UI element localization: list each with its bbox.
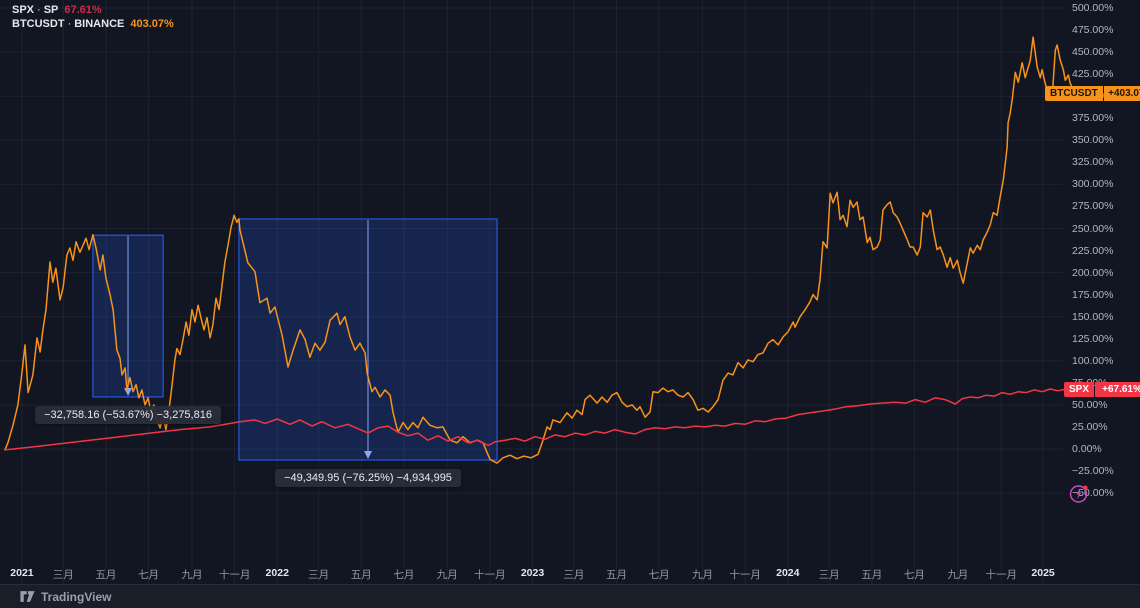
tradingview-logo — [20, 591, 35, 602]
measure-arrow-head — [363, 451, 372, 460]
price-axis-label: 475.00% — [1072, 24, 1114, 37]
price-axis-label: 250.00% — [1072, 222, 1114, 235]
brand-name: TradingView — [41, 589, 112, 604]
time-axis-month-label: 五月 — [861, 569, 883, 581]
price-axis-label: 450.00% — [1072, 46, 1114, 59]
price-axis-label: 100.00% — [1072, 354, 1114, 367]
price-axis[interactable]: 500.00%475.00%450.00%425.00%400.00%375.0… — [1063, 0, 1140, 585]
tradingview-brand-link[interactable]: TradingView — [20, 590, 111, 604]
price-axis-label: 50.00% — [1072, 398, 1108, 411]
legend-row-spx[interactable]: SPX · SP 67.61% — [12, 3, 174, 17]
measure-label-2021-drawdown: −32,758.16 (−53.67%) −3,275,816 — [35, 405, 221, 424]
price-axis-label: 200.00% — [1072, 266, 1114, 279]
price-axis-label: 225.00% — [1072, 244, 1114, 257]
price-axis-label: 275.00% — [1072, 200, 1114, 213]
price-axis-label: 300.00% — [1072, 178, 1114, 191]
time-axis-month-label: 十一月 — [985, 569, 1017, 581]
price-axis-label: −25.00% — [1072, 465, 1114, 478]
time-axis-month-label: 七月 — [138, 569, 160, 581]
chart-legend: SPX · SP 67.61% BTCUSDT · BINANCE 403.07% — [12, 3, 174, 31]
time-axis-month-label: 五月 — [350, 569, 372, 581]
price-axis-label: 0.00% — [1072, 443, 1102, 455]
price-axis-label: 125.00% — [1072, 332, 1114, 345]
time-axis-month-label: 三月 — [308, 569, 330, 581]
time-axis-year-label: 2024 — [776, 567, 800, 579]
legend-row-btcusdt[interactable]: BTCUSDT · BINANCE 403.07% — [12, 17, 174, 31]
legend-exchange: SP — [43, 4, 59, 16]
time-axis-month-label: 九月 — [692, 569, 714, 581]
measure-tool-1[interactable] — [92, 234, 164, 398]
price-label-symbol: SPX — [1064, 381, 1095, 397]
time-axis-month-label: 五月 — [95, 569, 117, 581]
price-axis-label: −50.00% — [1072, 487, 1114, 500]
price-axis-label: 175.00% — [1072, 288, 1114, 301]
time-axis-month-label: 九月 — [947, 569, 969, 581]
grid-lines — [0, 0, 1063, 585]
time-axis-month-label: 五月 — [606, 569, 627, 581]
measure-label-2022-drawdown: −49,349.95 (−76.25%) −4,934,995 — [275, 469, 461, 488]
time-axis-year-label: 2021 — [10, 567, 34, 579]
legend-symbol: BTCUSDT — [12, 18, 65, 30]
time-axis[interactable]: 2021 三月 五月 七月 九月 十一月 2022 三月 五月 七月 九月 十一月 2023 三月 五月 七月… — [0, 560, 1140, 584]
lightning-glyph — [1076, 488, 1082, 500]
time-axis-month-label: 九月 — [181, 569, 203, 581]
price-label-btcusdt[interactable]: BTCUSDT +403.07% — [1045, 85, 1140, 101]
measure-arrow-head — [124, 387, 133, 396]
legend-value: 403.07% — [130, 18, 174, 30]
time-axis-month-label: 三月 — [818, 569, 840, 581]
time-axis-month-label: 七月 — [393, 569, 415, 581]
series-line-spx — [4, 387, 1077, 451]
price-label-symbol: BTCUSDT — [1045, 85, 1103, 101]
price-label-value: +403.07% — [1103, 85, 1140, 101]
price-axis-label: 425.00% — [1072, 68, 1114, 81]
time-axis-year-label: 2022 — [265, 567, 289, 579]
series-line-btcusdt — [4, 36, 1073, 464]
legend-separator: · — [37, 4, 41, 16]
price-axis-label: 325.00% — [1072, 156, 1114, 169]
time-axis-month-label: 三月 — [563, 569, 585, 581]
price-axis-label: 25.00% — [1072, 420, 1108, 433]
time-axis-month-label: 七月 — [903, 569, 925, 581]
time-axis-year-label: 2025 — [1031, 567, 1055, 579]
price-label-spx[interactable]: SPX +67.61% — [1064, 381, 1140, 397]
price-label-value: +67.61% — [1095, 381, 1140, 397]
time-axis-month-label: 十一月 — [218, 569, 251, 581]
flash-boost-icon[interactable] — [1069, 484, 1089, 504]
price-axis-label: 350.00% — [1072, 134, 1114, 147]
time-axis-month-label: 九月 — [436, 569, 458, 581]
time-axis-year-label: 2023 — [520, 567, 545, 579]
price-axis-label: 375.00% — [1072, 112, 1114, 125]
bottom-toolbar: TradingView — [0, 584, 1140, 608]
price-axis-label: 500.00% — [1072, 2, 1114, 14]
time-axis-month-label: 十一月 — [729, 569, 761, 581]
legend-symbol: SPX — [12, 4, 35, 16]
notification-dot — [1083, 485, 1088, 491]
price-axis-label: 150.00% — [1072, 310, 1114, 323]
legend-exchange: BINANCE — [74, 18, 125, 30]
price-chart-canvas[interactable] — [0, 0, 1140, 585]
legend-separator: · — [67, 18, 72, 30]
time-axis-month-label: 七月 — [648, 569, 670, 581]
legend-value: 67.61% — [64, 4, 102, 16]
time-axis-month-label: 三月 — [52, 569, 74, 581]
measure-tool-2[interactable] — [238, 218, 498, 461]
time-axis-month-label: 十一月 — [474, 569, 506, 581]
